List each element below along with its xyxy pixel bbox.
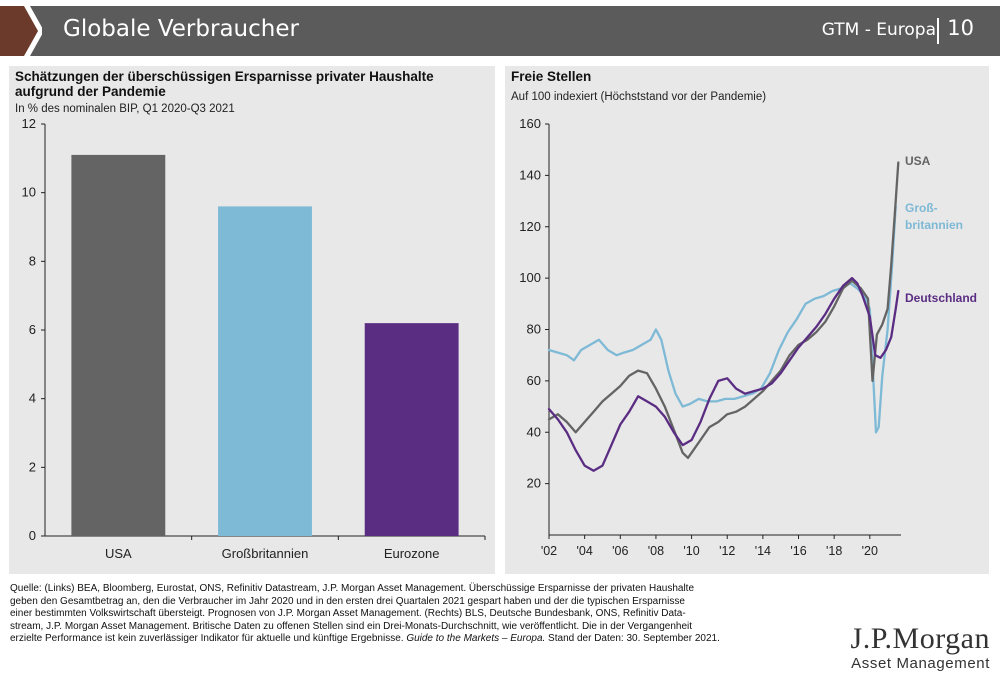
y-tick-label: 6 (29, 322, 36, 337)
footnote-text: erzielte Performance ist kein zuverlässi… (10, 633, 407, 645)
series-line (547, 161, 900, 460)
footnote-date: Stand der Daten: 30. September 2021. (545, 633, 720, 645)
bar-chart: 0 2 4 6 8 10 12 USA Großbritannien Eurozone (22, 116, 486, 561)
page-title: Globale Verbraucher (63, 16, 299, 42)
y-tick-label: 140 (519, 167, 541, 182)
x-tick-label: Großbritannien (222, 546, 309, 561)
chevron-icon (0, 6, 42, 56)
y-tick-label: 12 (22, 116, 36, 131)
x-tick-label: '16 (790, 544, 806, 558)
page-number: 10 (947, 16, 974, 40)
x-tick-label: Eurozone (384, 546, 440, 561)
header-bar: Globale Verbraucher GTM - Europa 10 (0, 6, 1000, 56)
x-tick-label: '08 (648, 544, 664, 558)
series-line (547, 205, 897, 434)
y-tick-label: 160 (519, 116, 541, 131)
y-tick-label: 2 (29, 459, 36, 474)
left-chart-subtitle: In % des nominalen BIP, Q1 2020-Q3 2021 (15, 103, 235, 115)
series-label-line: USA (905, 154, 931, 168)
x-tick-label: '10 (683, 544, 699, 558)
y-tick-label: 20 (527, 476, 541, 491)
series-label-line: Deutschland (905, 291, 977, 305)
jpmorgan-logo: J.P.Morgan (850, 622, 990, 655)
x-tick-label: USA (105, 546, 132, 561)
right-chart-panel: Freie Stellen Auf 100 indexiert (Höchsts… (505, 66, 989, 574)
y-tick-label: 120 (519, 219, 541, 234)
series-label: Groß-britannien (905, 201, 963, 232)
x-tick-label: '14 (755, 544, 771, 558)
x-tick-label: '06 (612, 544, 628, 558)
x-tick-label: '18 (826, 544, 842, 558)
series-label-line: Groß- (905, 201, 938, 215)
left-chart-panel: Schätzungen der überschüssigen Ersparnis… (9, 66, 495, 574)
bar (364, 323, 459, 536)
right-chart-subtitle: Auf 100 indexiert (Höchststand vor der P… (511, 91, 767, 103)
footnote-guide-title: Guide to the Markets – Europa. (406, 633, 546, 645)
series-label: USA (905, 154, 931, 168)
y-tick-label: 4 (29, 391, 36, 406)
section-label: GTM - Europa (821, 20, 936, 40)
y-tick-label: 80 (527, 322, 541, 337)
y-tick-label: 60 (527, 373, 541, 388)
x-tick-label: '04 (576, 544, 592, 558)
footnote-line: stream, J.P. Morgan Asset Management. Br… (10, 620, 693, 632)
left-chart-title: Schätzungen der überschüssigen Ersparnis… (15, 69, 434, 99)
x-tick-label: '02 (541, 544, 557, 558)
x-tick-label: '20 (862, 544, 878, 558)
footnote-line: erzielte Performance ist kein zuverlässi… (10, 633, 810, 646)
right-chart-title: Freie Stellen (511, 69, 592, 84)
footnote-line: Quelle: (Links) BEA, Bloomberg, Eurostat… (10, 583, 695, 594)
y-tick-label: 40 (527, 424, 541, 439)
line-chart: 20 40 60 80 100 120 140 160 '02 '04 '06 '08 '10 '12 '1… (519, 116, 977, 558)
series-line (547, 276, 900, 472)
x-tick-label: '12 (719, 544, 735, 558)
footnote-line: einer bestimmten Volkswirtschaft überste… (10, 608, 686, 620)
series-label-line: britannien (905, 218, 963, 232)
bar (218, 206, 312, 536)
y-tick-label: 100 (519, 270, 541, 285)
header-divider (937, 18, 939, 44)
bar (71, 154, 166, 536)
y-tick-label: 0 (29, 528, 36, 543)
source-footnote: Quelle: (Links) BEA, Bloomberg, Eurostat… (10, 583, 810, 646)
footnote-line: geben den Gesamtbetrag an, den die Verbr… (10, 595, 685, 607)
asset-management-logo: Asset Management (851, 655, 990, 672)
y-tick-label: 8 (29, 253, 36, 268)
y-tick-label: 10 (22, 185, 36, 200)
series-label: Deutschland (905, 291, 977, 305)
